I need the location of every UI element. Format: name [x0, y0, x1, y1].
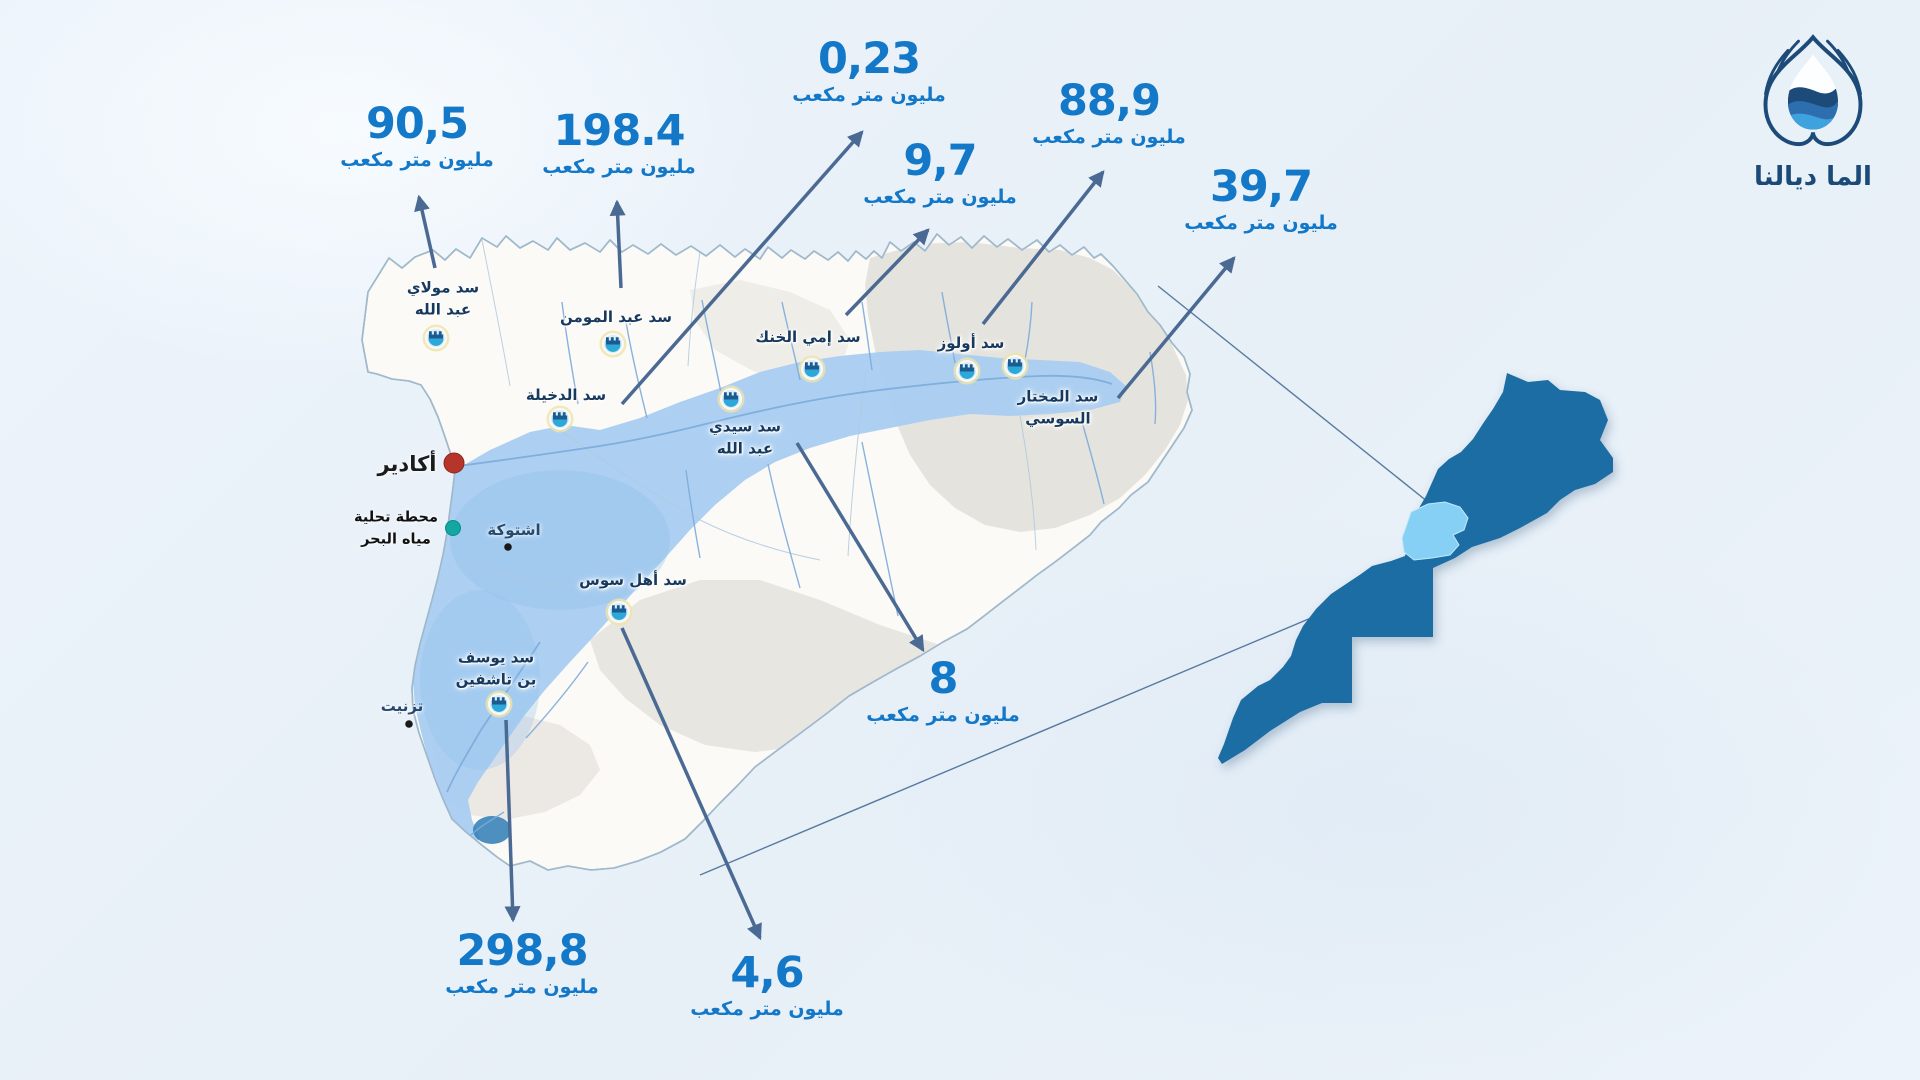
dam-label-dkhila: سد الدخيلة	[525, 386, 607, 405]
volume-value: 0,23	[817, 34, 921, 84]
dam-label-aoulouz: سد أولوز	[937, 334, 1005, 353]
morocco-inset-map	[1218, 373, 1613, 764]
dam-icon-abdelmoumen	[598, 329, 628, 359]
dam-icon-youssef-ben-tachfine	[484, 689, 514, 719]
volume-unit: مليون متر مكعب	[1032, 125, 1186, 148]
volume-value: 39,7	[1209, 162, 1313, 212]
volume-label-imi-el-khenk: 9,7 مليون متر مكعب	[815, 136, 1065, 209]
connector-line-top	[1157, 285, 1429, 503]
agadir-marker	[443, 452, 465, 474]
souss-massa-region-highlight	[1401, 501, 1469, 561]
volume-unit: مليون متر مكعب	[542, 155, 696, 178]
volume-unit: مليون متر مكعب	[1184, 211, 1338, 234]
arrow-sidi-abdellah	[795, 442, 925, 653]
arrow-mokhtar-soussi	[1116, 256, 1236, 400]
volume-value: 8	[928, 654, 959, 704]
city-label-tiznit: تزنيت	[380, 697, 424, 715]
brand-logo: الما ديالنا	[1740, 28, 1886, 192]
arrow-aoulouz	[981, 170, 1105, 326]
dam-label-imi-el-khenk: سد إمي الخنك	[755, 328, 861, 347]
volume-value: 9,7	[903, 136, 977, 186]
volume-value: 88,9	[1057, 76, 1161, 126]
dam-icon-dkhila	[545, 404, 575, 434]
volume-label-aoulouz: 88,9 مليون متر مكعب	[984, 76, 1234, 149]
desalination-plant-marker	[445, 520, 461, 536]
volume-unit: مليون متر مكعب	[866, 703, 1020, 726]
dam-label-youssef-ben-tachfine: سد يوسف بن تاشفين	[455, 648, 537, 688]
arrow-abdelmoumen	[609, 199, 626, 289]
region-outline-stroke	[361, 233, 1193, 871]
dam-icon-aoulouz	[952, 356, 982, 386]
arrow-youssef-ben-tachfine	[504, 719, 521, 923]
value-arrows	[414, 130, 1236, 941]
volume-label-moulay-abdellah: 90,5 مليون متر مكعب	[292, 99, 542, 172]
dam-label-abdelmoumen: سد عبد المومن	[560, 308, 672, 327]
volume-unit: مليون متر مكعب	[445, 975, 599, 998]
volume-unit: مليون متر مكعب	[792, 83, 946, 106]
dam-icon-imi-el-khenk	[797, 354, 827, 384]
volume-label-dkhila: 0,23 مليون متر مكعب	[744, 34, 994, 107]
volume-label-sidi-abdellah: 8 مليون متر مكعب	[818, 654, 1068, 727]
province-borders	[454, 239, 1037, 589]
arrow-dkhila	[620, 130, 864, 406]
arrow-moulay-abdellah	[414, 194, 437, 269]
volume-unit: مليون متر مكعب	[690, 997, 844, 1020]
connector-line-bottom	[699, 577, 1407, 876]
volume-value: 4,6	[730, 948, 804, 998]
brand-name: الما ديالنا	[1754, 162, 1872, 192]
morocco-silhouette	[1218, 373, 1613, 764]
volume-value: 198.4	[553, 106, 685, 156]
volume-value: 298,8	[456, 926, 588, 976]
dam-label-moulay-abdellah: سد مولاي عبد الله	[406, 278, 480, 318]
lagoon	[473, 816, 511, 844]
dam-icon-moulay-abdellah	[421, 323, 451, 353]
dam-icon-ahl-souss	[604, 597, 634, 627]
arrow-imi-el-khenk	[844, 228, 930, 317]
volume-label-mokhtar-soussi: 39,7 مليون متر مكعب	[1136, 162, 1386, 235]
city-label-chtouka: اشتوكة	[487, 521, 541, 539]
dam-label-mokhtar-soussi: سد المختار السوسي	[1017, 387, 1099, 427]
volume-label-youssef-ben-tachfine: 298,8 مليون متر مكعب	[397, 926, 647, 999]
volume-value: 90,5	[365, 99, 469, 149]
city-label-agadir: أكادير	[377, 452, 437, 476]
dam-icon-mokhtar-soussi	[1000, 351, 1030, 381]
volume-unit: مليون متر مكعب	[340, 148, 494, 171]
chtouka-marker	[504, 543, 512, 551]
volume-label-ahl-souss: 4,6 مليون متر مكعب	[642, 948, 892, 1021]
volume-label-abdelmoumen: 198.4 مليون متر مكعب	[494, 106, 744, 179]
tiznit-marker	[405, 720, 413, 728]
water-drop-logo-icon	[1763, 34, 1863, 147]
region-landmass	[361, 233, 1193, 871]
arrow-ahl-souss	[620, 627, 762, 941]
desalination-plant-label: محطة تحلية مياه البحر	[354, 509, 438, 547]
inset-connector-lines	[699, 285, 1429, 876]
dam-icon-sidi-abdellah	[716, 384, 746, 414]
dam-label-ahl-souss: سد أهل سوس	[579, 571, 687, 590]
dam-label-sidi-abdellah: سد سيدي عبد الله	[709, 417, 781, 457]
souss-valley-plain	[413, 350, 1126, 848]
plain-shading	[420, 590, 540, 770]
volume-unit: مليون متر مكعب	[863, 185, 1017, 208]
